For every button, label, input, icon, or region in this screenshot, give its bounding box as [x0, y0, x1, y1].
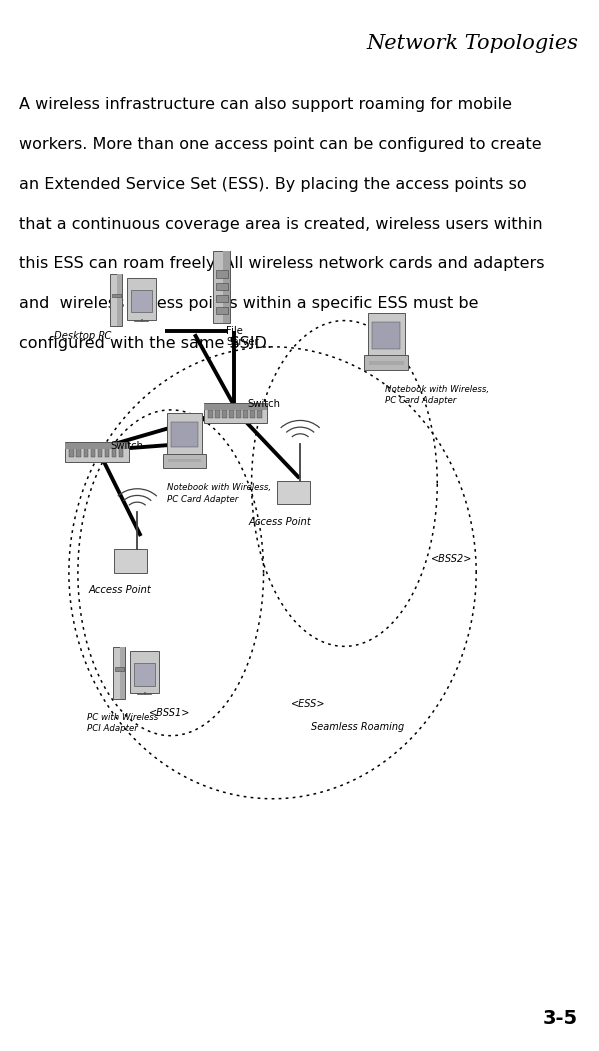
FancyBboxPatch shape [168, 459, 201, 462]
FancyBboxPatch shape [368, 313, 405, 357]
Bar [77, 449, 81, 457]
Text: that a continuous coverage area is created, wireless users within: that a continuous coverage area is creat… [19, 217, 543, 231]
FancyBboxPatch shape [277, 480, 310, 504]
FancyBboxPatch shape [204, 403, 267, 424]
FancyBboxPatch shape [111, 294, 120, 297]
FancyBboxPatch shape [223, 251, 230, 323]
Text: an Extended Service Set (ESS). By placing the access points so: an Extended Service Set (ESS). By placin… [19, 177, 527, 191]
FancyBboxPatch shape [167, 413, 202, 456]
FancyBboxPatch shape [131, 290, 152, 312]
FancyBboxPatch shape [65, 441, 129, 462]
Bar [236, 410, 241, 418]
FancyBboxPatch shape [114, 667, 123, 671]
FancyBboxPatch shape [216, 270, 228, 277]
FancyBboxPatch shape [127, 279, 156, 320]
Text: Access Point: Access Point [249, 517, 311, 528]
FancyBboxPatch shape [120, 647, 125, 699]
FancyBboxPatch shape [216, 283, 228, 290]
Text: <BSS2>: <BSS2> [431, 554, 473, 564]
Bar [69, 449, 74, 457]
Text: Desktop PC: Desktop PC [54, 331, 111, 342]
Bar [208, 410, 213, 418]
Text: File
Server: File Server [226, 326, 259, 348]
FancyBboxPatch shape [204, 404, 267, 410]
FancyBboxPatch shape [114, 549, 147, 573]
Text: this ESS can roam freely. All wireless network cards and adapters: this ESS can roam freely. All wireless n… [19, 256, 544, 271]
Text: and  wireless access points within a specific ESS must be: and wireless access points within a spec… [19, 296, 479, 311]
FancyBboxPatch shape [113, 647, 125, 699]
Text: PC with Wireless
PCI Adapter: PC with Wireless PCI Adapter [87, 713, 158, 733]
Bar [105, 449, 110, 457]
FancyBboxPatch shape [117, 274, 122, 326]
Bar [98, 449, 102, 457]
Text: Notebook with Wireless,
PC Card Adapter: Notebook with Wireless, PC Card Adapter [385, 385, 489, 405]
FancyBboxPatch shape [130, 652, 159, 693]
Text: Network Topologies: Network Topologies [366, 34, 578, 53]
Text: <ESS>: <ESS> [291, 699, 325, 709]
Bar [229, 410, 234, 418]
FancyBboxPatch shape [373, 322, 400, 349]
Bar [222, 410, 226, 418]
Text: <BSS1>: <BSS1> [149, 707, 190, 718]
Bar [215, 410, 220, 418]
FancyBboxPatch shape [164, 454, 205, 468]
FancyBboxPatch shape [369, 360, 404, 365]
Bar [90, 449, 95, 457]
Text: Switch: Switch [110, 440, 143, 451]
Bar [119, 449, 123, 457]
Text: A wireless infrastructure can also support roaming for mobile: A wireless infrastructure can also suppo… [19, 97, 512, 111]
FancyBboxPatch shape [134, 663, 155, 685]
Text: Seamless Roaming: Seamless Roaming [311, 722, 405, 733]
FancyBboxPatch shape [364, 355, 409, 370]
Text: Switch: Switch [247, 398, 280, 409]
Bar [83, 449, 88, 457]
FancyBboxPatch shape [171, 421, 198, 448]
FancyBboxPatch shape [213, 251, 230, 323]
Text: Notebook with Wireless,
PC Card Adapter: Notebook with Wireless, PC Card Adapter [167, 483, 271, 503]
FancyBboxPatch shape [110, 274, 122, 326]
Bar [243, 410, 248, 418]
FancyBboxPatch shape [216, 307, 228, 314]
Text: 3-5: 3-5 [543, 1009, 578, 1028]
FancyBboxPatch shape [216, 294, 228, 302]
FancyBboxPatch shape [65, 442, 129, 449]
Text: workers. More than one access point can be configured to create: workers. More than one access point can … [19, 137, 541, 151]
Text: Access Point: Access Point [89, 585, 152, 596]
Text: configured with the same SSID.: configured with the same SSID. [19, 336, 272, 351]
Bar [257, 410, 262, 418]
Bar [111, 449, 116, 457]
Bar [250, 410, 255, 418]
